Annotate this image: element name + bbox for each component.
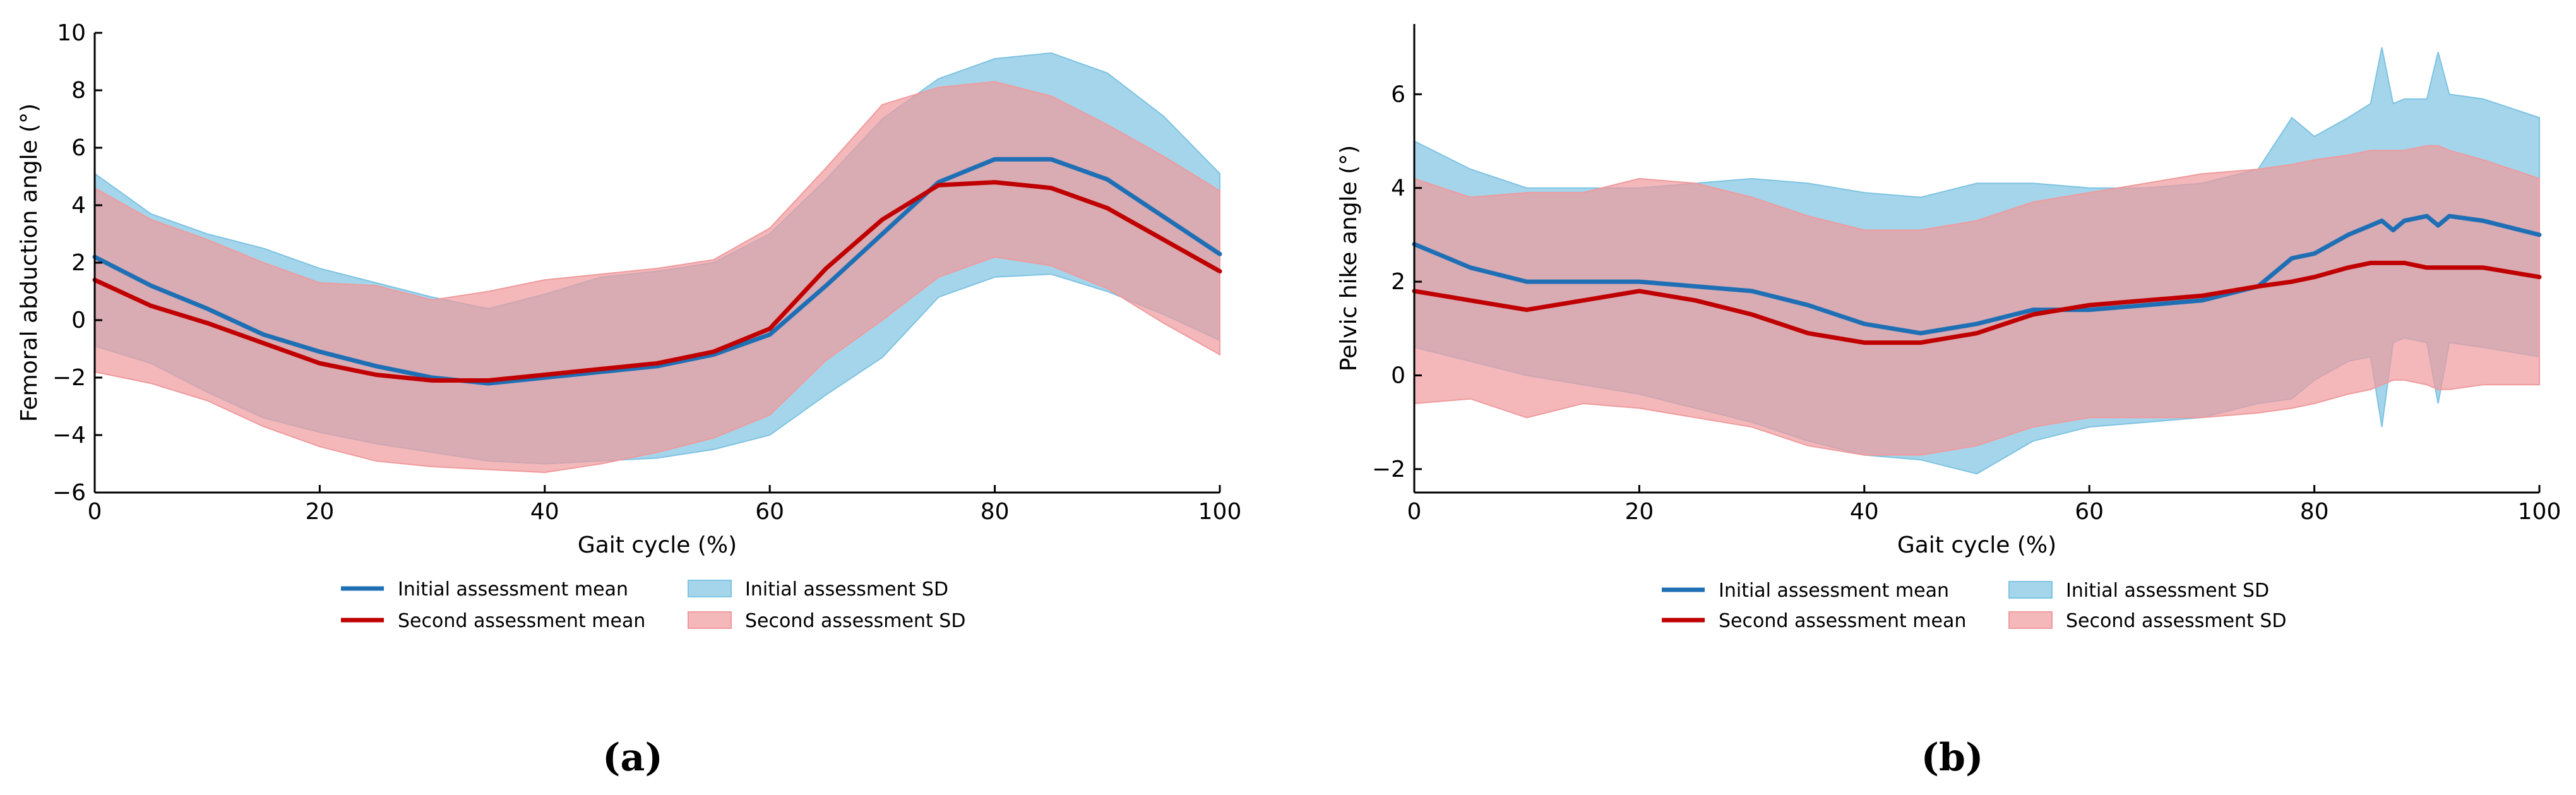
legend-band-swatch: [688, 611, 732, 629]
legend-band-swatch: [2008, 611, 2053, 629]
y-tick-label: −4: [52, 422, 86, 448]
x-tick-label: 100: [1198, 499, 1242, 525]
x-tick-label: 40: [530, 499, 559, 525]
y-tick-label: 6: [71, 135, 86, 161]
panel-caption: (a): [602, 736, 663, 780]
x-tick-label: 100: [2518, 499, 2561, 525]
y-axis-title: Femoral abduction angle (°): [16, 104, 42, 422]
x-tick-label: 80: [2300, 499, 2329, 525]
mean-line-second-assessment-mean: [92, 180, 1222, 383]
legend: Initial assessment mean Second assessment…: [341, 578, 965, 632]
x-axis-title: Gait cycle (%): [578, 532, 737, 558]
y-tick-label: 0: [1391, 363, 1405, 389]
legend-item: Initial assessment mean: [341, 578, 628, 601]
legend-label: Initial assessment mean: [398, 578, 628, 601]
legend-item: Second assessment SD: [2008, 610, 2286, 632]
legend-label: Second assessment mean: [398, 610, 645, 632]
legend-item: Second assessment SD: [688, 610, 965, 632]
x-tick-label: 0: [88, 499, 102, 525]
x-axis-title: Gait cycle (%): [1897, 532, 2056, 558]
x-tick-label: 60: [2075, 499, 2104, 525]
legend-label: Second assessment mean: [1719, 610, 1966, 632]
y-tick-label: 4: [71, 193, 86, 218]
y-tick-label: 2: [1391, 269, 1405, 295]
y-axis-title: Pelvic hike angle (°): [1336, 145, 1362, 372]
mean-line-initial-assessment-mean: [92, 157, 1222, 386]
y-tick-label: 6: [1391, 81, 1405, 107]
y-tick-label: 8: [71, 78, 86, 104]
y-tick-label: 0: [71, 308, 86, 333]
legend-item: Second assessment mean: [341, 610, 645, 632]
x-tick-label: 20: [1625, 499, 1654, 525]
sd-band-second-assessment-sd: [1414, 145, 2540, 456]
y-tick-label: −2: [52, 365, 86, 391]
legend-item: Initial assessment mean: [1662, 580, 1949, 602]
legend-band-swatch: [688, 580, 732, 597]
mean-line-second-assessment-mean: [1412, 260, 2542, 345]
y-tick-label: 2: [71, 250, 86, 276]
x-tick-label: 40: [1850, 499, 1879, 525]
y-tick-label: 10: [57, 20, 86, 46]
x-tick-label: 60: [755, 499, 784, 525]
chart-a: 0 20 40 60 80 100 −6 −4 −2 0 2 4 6 8 10 Gait cycle (%) F…: [16, 20, 1241, 780]
mean-line-initial-assessment-mean: [1412, 213, 2542, 336]
legend-item: Initial assessment SD: [688, 578, 948, 601]
legend-label: Second assessment SD: [745, 610, 965, 632]
x-tick-label: 20: [305, 499, 334, 525]
x-tick-label: 0: [1407, 499, 1422, 525]
legend-label: Second assessment SD: [2066, 610, 2286, 632]
y-tick-label: 4: [1391, 176, 1405, 201]
y-tick-label: −6: [52, 480, 86, 506]
legend-band-swatch: [2008, 581, 2053, 599]
sd-band-second-assessment-sd: [94, 81, 1220, 474]
legend-item: Second assessment mean: [1662, 610, 1966, 632]
legend-label: Initial assessment mean: [1719, 580, 1949, 602]
legend-label: Initial assessment SD: [2066, 580, 2269, 602]
legend: Initial assessment mean Second assessment…: [1662, 580, 2286, 632]
legend-label: Initial assessment SD: [745, 578, 948, 601]
x-tick-label: 80: [981, 499, 1010, 525]
legend-item: Initial assessment SD: [2008, 580, 2269, 602]
y-tick-label: −2: [1372, 457, 1405, 482]
panel-caption: (b): [1921, 736, 1984, 780]
